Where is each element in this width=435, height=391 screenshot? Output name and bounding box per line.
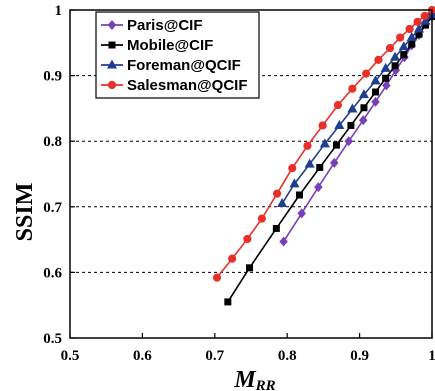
data-point (362, 69, 371, 78)
x-tick-label: 0.7 (205, 348, 224, 364)
data-point (398, 41, 409, 51)
legend-item: Paris@CIF (101, 17, 202, 34)
data-point (347, 121, 355, 129)
data-point (303, 141, 312, 150)
series-layer (212, 5, 435, 306)
y-tick-label: 0.8 (43, 134, 62, 150)
x-axis-ticks: 0.5 0.6 0.7 0.8 0.9 1 (61, 333, 435, 364)
data-point (332, 141, 340, 149)
data-point (347, 103, 358, 113)
x-axis-label-sub: RR (255, 378, 276, 391)
series-salesman-qcif (212, 5, 435, 282)
data-point (243, 234, 252, 244)
data-point (108, 41, 116, 49)
data-point (297, 208, 306, 219)
data-point (330, 157, 339, 168)
data-point (382, 80, 391, 91)
legend-label: Salesman@QCIF (127, 77, 248, 94)
data-point (358, 89, 369, 99)
legend-item: Foreman@QCIF (101, 57, 241, 74)
data-point (391, 62, 399, 70)
data-point (334, 119, 345, 129)
data-point (382, 74, 390, 82)
data-point (257, 214, 266, 223)
data-point (316, 163, 324, 171)
y-axis-ticks: 0.5 0.6 0.7 0.8 0.9 1 (43, 3, 75, 347)
y-tick-label: 0.9 (43, 69, 62, 85)
data-point (228, 254, 237, 263)
data-point (106, 59, 118, 69)
data-point (296, 191, 304, 199)
legend-label: Paris@CIF (127, 17, 202, 34)
data-point (385, 43, 395, 53)
x-axis-label: MRR (233, 367, 275, 391)
y-tick-label: 0.6 (43, 265, 62, 281)
legend-label: Mobile@CIF (127, 37, 213, 54)
data-point (288, 163, 297, 173)
data-point (400, 51, 408, 59)
data-point (344, 136, 353, 147)
data-point (107, 80, 117, 90)
data-point (406, 32, 417, 42)
data-point (413, 17, 422, 26)
legend: Paris@CIF Mobile@CIF Foreman@QCIF Salesman@… (95, 11, 260, 99)
data-point (314, 182, 323, 193)
legend-item: Mobile@CIF (101, 37, 213, 54)
plot-frame (69, 9, 433, 339)
x-tick-label: 0.9 (350, 348, 369, 364)
data-point (374, 55, 383, 64)
data-point (319, 138, 330, 148)
data-point (390, 51, 401, 61)
data-point (413, 23, 425, 33)
data-point (333, 101, 342, 110)
x-axis-label-main: M (233, 367, 257, 391)
data-point (420, 11, 429, 21)
data-point (371, 96, 380, 107)
data-point (408, 40, 416, 48)
data-point (372, 88, 380, 96)
series-line (282, 16, 433, 243)
y-tick-label: 0.7 (43, 200, 62, 216)
data-point (277, 197, 288, 208)
data-point (405, 24, 414, 34)
legend-label: Foreman@QCIF (127, 57, 241, 74)
data-point (272, 224, 280, 232)
x-tick-label: 0.5 (61, 348, 80, 364)
legend-box (95, 11, 260, 99)
data-point (348, 84, 357, 93)
series-foreman-qcif (277, 9, 435, 208)
data-point (272, 189, 282, 198)
data-point (358, 115, 368, 126)
data-point (304, 158, 315, 168)
y-tick-label: 0.5 (43, 331, 62, 347)
x-tick-label: 0.8 (278, 348, 297, 364)
x-tick-label: 1 (428, 348, 435, 364)
data-point (318, 121, 327, 130)
data-point (370, 75, 381, 85)
data-point (212, 273, 222, 282)
data-point (224, 298, 232, 306)
y-tick-label: 1 (55, 3, 63, 19)
x-tick-label: 0.6 (133, 348, 152, 364)
data-point (279, 236, 288, 247)
grid-lines (70, 75, 432, 273)
data-point (289, 178, 300, 188)
data-point (380, 62, 391, 72)
data-point (360, 104, 368, 112)
data-point (246, 264, 254, 272)
data-point (420, 15, 431, 25)
data-point (396, 33, 405, 42)
legend-item: Salesman@QCIF (101, 77, 248, 94)
y-axis-label: SSIM (12, 183, 38, 242)
data-point (107, 20, 117, 30)
